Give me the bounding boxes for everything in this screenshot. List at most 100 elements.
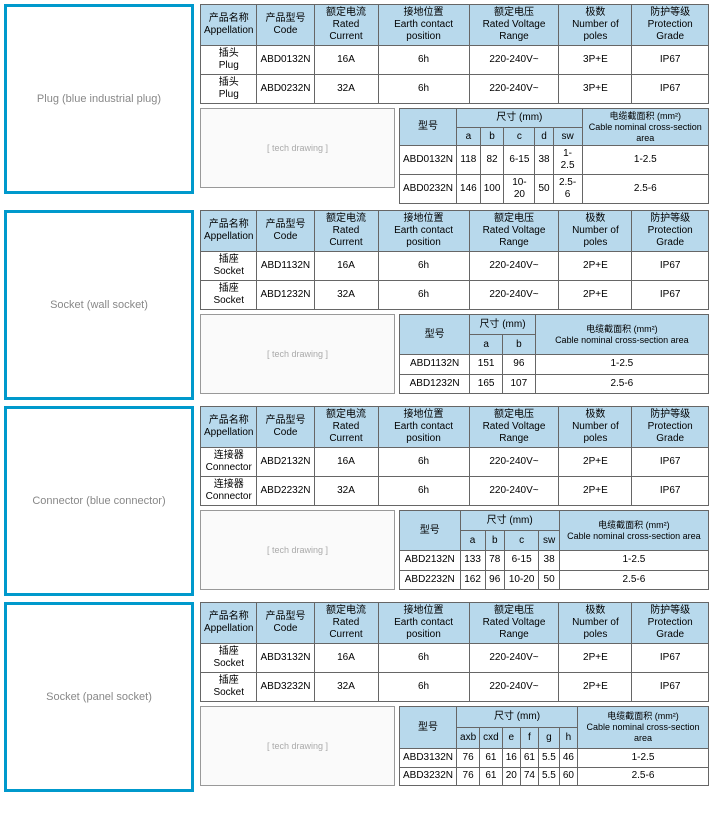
spec-th: 防护等级Protection Grade — [632, 5, 709, 46]
spec-cell: 220-240V~ — [469, 448, 559, 477]
spec-row: 插头Plug ABD0132N 16A 6h 220-240V~ 3P+E IP… — [201, 46, 709, 75]
dim-th: 尺寸 (mm) — [460, 511, 559, 531]
spec-th: 极数Number of poles — [559, 407, 632, 448]
spec-th: 产品名称Appellation — [201, 407, 257, 448]
spec-cell: 220-240V~ — [469, 477, 559, 506]
spec-cell: 2P+E — [559, 673, 632, 702]
dim-cell: 60 — [559, 767, 577, 786]
spec-cell: 6h — [378, 644, 469, 673]
dim-cell: 10-20 — [504, 175, 535, 204]
spec-th: 额定电流Rated Current — [314, 407, 378, 448]
spec-cell: 6h — [378, 448, 469, 477]
dim-cell: 2.5-6 — [582, 175, 708, 204]
dim-th: axb — [457, 728, 480, 749]
spec-th: 额定电压Rated Voltage Range — [469, 407, 559, 448]
dim-cell: 6-15 — [504, 550, 539, 570]
spec-th: 接地位置Earth contact position — [378, 5, 469, 46]
dim-row: ABD3232N766120745.5602.5-6 — [400, 767, 709, 786]
dim-cell: ABD3232N — [400, 767, 457, 786]
dim-row: ABD3132N766116615.5461-2.5 — [400, 748, 709, 767]
dim-cell: 50 — [539, 570, 559, 590]
dim-th: a — [470, 335, 503, 355]
spec-th: 产品名称Appellation — [201, 5, 257, 46]
dim-cell: 5.5 — [538, 767, 559, 786]
dim-cell: 151 — [470, 354, 503, 374]
spec-row: 插座Socket ABD3232N 32A 6h 220-240V~ 2P+E … — [201, 673, 709, 702]
spec-cell: 32A — [314, 75, 378, 104]
dim-cell: ABD1132N — [400, 354, 470, 374]
spec-row: 插座Socket ABD1132N 16A 6h 220-240V~ 2P+E … — [201, 252, 709, 281]
dim-cell: 38 — [539, 550, 559, 570]
dim-row: ABD0132N118826-15381-2.51-2.5 — [400, 146, 709, 175]
dimension-diagram: [ tech drawing ] — [200, 510, 395, 590]
dim-th: sw — [539, 531, 559, 551]
dim-cell: 76 — [457, 767, 480, 786]
dim-th: 型号 — [400, 109, 457, 146]
dim-cell: 10-20 — [504, 570, 539, 590]
spec-cell: 插座Socket — [201, 644, 257, 673]
spec-cell: 220-240V~ — [469, 252, 559, 281]
spec-table: 产品名称Appellation产品型号Code额定电流Rated Current… — [200, 406, 709, 506]
dim-th: sw — [553, 127, 582, 146]
dim-cell: 50 — [535, 175, 553, 204]
dim-cell: 16 — [502, 748, 520, 767]
dim-cell: 146 — [457, 175, 481, 204]
spec-th: 额定电流Rated Current — [314, 603, 378, 644]
spec-th: 额定电压Rated Voltage Range — [469, 603, 559, 644]
spec-cell: ABD3232N — [257, 673, 314, 702]
spec-th: 产品型号Code — [257, 5, 314, 46]
dim-cell: ABD2132N — [400, 550, 461, 570]
spec-th: 产品名称Appellation — [201, 211, 257, 252]
spec-th: 额定电压Rated Voltage Range — [469, 211, 559, 252]
spec-cell: IP67 — [632, 75, 709, 104]
dim-cell: 1-2.5 — [582, 146, 708, 175]
dimension-diagram: [ tech drawing ] — [200, 314, 395, 394]
dim-th: e — [502, 728, 520, 749]
spec-table: 产品名称Appellation产品型号Code额定电流Rated Current… — [200, 602, 709, 702]
dim-cell: 61 — [480, 767, 503, 786]
spec-cell: ABD1132N — [257, 252, 314, 281]
dim-cell: 46 — [559, 748, 577, 767]
spec-cell: IP67 — [632, 46, 709, 75]
dim-cell: 2.5-6 — [535, 374, 708, 394]
dimension-table: 型号 尺寸 (mm) 电缆截面积 (mm²)Cable nominal cros… — [399, 108, 709, 204]
product-image-placeholder: Socket (wall socket) — [4, 210, 194, 400]
spec-cell: IP67 — [632, 644, 709, 673]
dim-th: 尺寸 (mm) — [470, 315, 535, 335]
dim-th: 电缆截面积 (mm²)Cable nominal cross-section a… — [582, 109, 708, 146]
spec-th: 极数Number of poles — [559, 211, 632, 252]
dim-cell: 82 — [480, 146, 504, 175]
spec-cell: 6h — [378, 252, 469, 281]
spec-row: 连接器Connector ABD2132N 16A 6h 220-240V~ 2… — [201, 448, 709, 477]
spec-cell: 3P+E — [559, 46, 632, 75]
dim-th: b — [480, 127, 504, 146]
dim-cell: 1-2.5 — [535, 354, 708, 374]
spec-th: 产品名称Appellation — [201, 603, 257, 644]
spec-cell: 220-240V~ — [469, 281, 559, 310]
spec-cell: 3P+E — [559, 75, 632, 104]
spec-th: 额定电压Rated Voltage Range — [469, 5, 559, 46]
product-section: Socket (panel socket)产品名称Appellation产品型号… — [4, 602, 709, 792]
spec-th: 额定电流Rated Current — [314, 211, 378, 252]
spec-cell: 32A — [314, 477, 378, 506]
dim-cell: 107 — [502, 374, 535, 394]
dim-th: f — [520, 728, 538, 749]
dimension-row: [ tech drawing ] 型号 尺寸 (mm) 电缆截面积 (mm²)C… — [200, 706, 709, 786]
dim-th: 电缆截面积 (mm²)Cable nominal cross-section a… — [559, 511, 708, 551]
spec-cell: 6h — [378, 281, 469, 310]
spec-row: 插座Socket ABD1232N 32A 6h 220-240V~ 2P+E … — [201, 281, 709, 310]
spec-cell: 16A — [314, 252, 378, 281]
spec-cell: 2P+E — [559, 644, 632, 673]
spec-row: 连接器Connector ABD2232N 32A 6h 220-240V~ 2… — [201, 477, 709, 506]
spec-cell: 16A — [314, 46, 378, 75]
dim-cell: 162 — [460, 570, 485, 590]
dim-cell: ABD0132N — [400, 146, 457, 175]
spec-column: 产品名称Appellation产品型号Code额定电流Rated Current… — [200, 602, 709, 792]
spec-cell: 16A — [314, 644, 378, 673]
spec-cell: IP67 — [632, 477, 709, 506]
dimension-row: [ tech drawing ] 型号 尺寸 (mm) 电缆截面积 (mm²)C… — [200, 108, 709, 204]
spec-th: 防护等级Protection Grade — [632, 603, 709, 644]
spec-column: 产品名称Appellation产品型号Code额定电流Rated Current… — [200, 4, 709, 204]
dim-cell: 1-2.5 — [578, 748, 709, 767]
dimension-table: 型号 尺寸 (mm) 电缆截面积 (mm²)Cable nominal cros… — [399, 510, 709, 590]
